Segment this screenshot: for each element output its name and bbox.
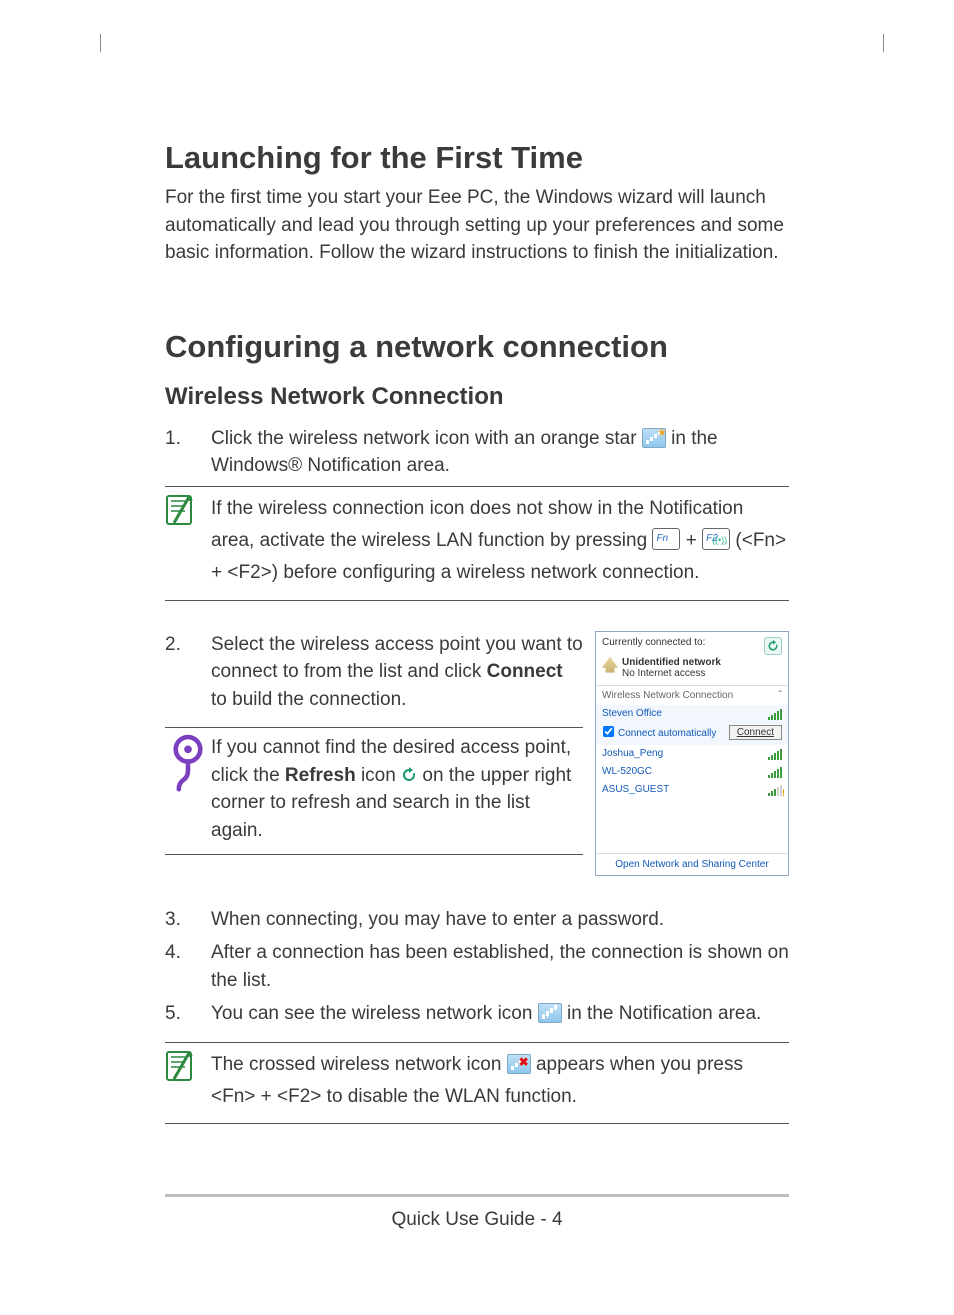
- connect-bold: Connect: [487, 661, 563, 682]
- refresh-bold: Refresh: [285, 765, 356, 786]
- heading-wireless: Wireless Network Connection: [165, 383, 789, 411]
- collapse-caret-icon: ˆ: [779, 690, 782, 701]
- note-icon: [165, 1049, 211, 1114]
- signal-icon: [768, 708, 782, 720]
- wireless-icon: [538, 1003, 562, 1023]
- note1-plus: +: [686, 530, 702, 551]
- heading-launching: Launching for the First Time: [165, 140, 789, 176]
- step5-b: in the Notification area.: [567, 1003, 761, 1024]
- footer-text: Quick Use Guide - 4: [391, 1209, 562, 1230]
- step5-a: You can see the wireless network icon: [211, 1003, 538, 1024]
- heading-configuring: Configuring a network connection: [165, 329, 789, 365]
- note-activate-wlan: If the wireless connection icon does not…: [165, 486, 789, 601]
- popup-currently-label: Currently connected to:: [602, 637, 705, 648]
- auto-connect-label[interactable]: Connect automatically: [602, 725, 716, 739]
- network-name: Steven Office: [602, 708, 662, 719]
- step-2: 2. Select the wireless access point you …: [165, 631, 583, 714]
- step-number: 5.: [165, 1000, 211, 1028]
- popup-unidentified: Unidentified network No Internet access: [596, 657, 788, 685]
- network-name: WL-520GC: [602, 766, 652, 777]
- intro-paragraph: For the first time you start your Eee PC…: [165, 184, 789, 267]
- f2-key-icon: ((•)): [702, 528, 730, 550]
- step-number: 4.: [165, 939, 211, 994]
- note2-a: The crossed wireless network icon: [211, 1054, 507, 1075]
- popup-section-header[interactable]: Wireless Network Connection ˆ: [596, 685, 788, 705]
- popup-refresh-button[interactable]: [764, 637, 782, 655]
- network-item-2[interactable]: Joshua_Peng: [596, 745, 788, 763]
- network-item-3[interactable]: WL-520GC: [596, 763, 788, 781]
- step-1: 1. Click the wireless network icon with …: [165, 425, 789, 480]
- step1-text-a: Click the wireless network icon with an …: [211, 428, 642, 449]
- unid-title: Unidentified network: [622, 657, 782, 668]
- step2-row: 2. Select the wireless access point you …: [165, 631, 789, 876]
- signal-warn-icon: [768, 784, 782, 796]
- network-name: ASUS_GUEST: [602, 784, 669, 795]
- section-label: Wireless Network Connection: [602, 690, 733, 701]
- network-item-4[interactable]: ASUS_GUEST: [596, 781, 788, 799]
- unid-sub: No Internet access: [622, 668, 705, 679]
- auto-connect-text: Connect automatically: [618, 728, 716, 739]
- note-icon: [165, 493, 211, 590]
- step-5: 5. You can see the wireless network icon…: [165, 1000, 789, 1028]
- fn-key-icon: [652, 528, 680, 550]
- tip-b: icon: [356, 765, 401, 786]
- auto-connect-checkbox[interactable]: [603, 726, 614, 737]
- note-text: If the wireless connection icon does not…: [211, 493, 789, 590]
- popup-footer-link[interactable]: Open Network and Sharing Center: [596, 853, 788, 875]
- step-number: 2.: [165, 631, 211, 714]
- step-3: 3. When connecting, you may have to ente…: [165, 906, 789, 934]
- step-text: You can see the wireless network icon in…: [211, 1000, 789, 1028]
- signal-icon: [768, 748, 782, 760]
- step-4: 4. After a connection has been establish…: [165, 939, 789, 994]
- note-text: The crossed wireless network icon appear…: [211, 1049, 789, 1114]
- refresh-icon: [401, 764, 417, 780]
- popup-spacer: [596, 799, 788, 853]
- network-item-1[interactable]: Steven Office: [596, 705, 788, 723]
- wireless-crossed-icon: [507, 1054, 531, 1074]
- page-footer: Quick Use Guide - 4: [165, 1194, 789, 1231]
- note-crossed-icon: The crossed wireless network icon appear…: [165, 1042, 789, 1125]
- auto-connect-row: Connect automatically Connect: [596, 723, 788, 745]
- tip-text: If you cannot find the desired access po…: [211, 734, 583, 844]
- tip-refresh: If you cannot find the desired access po…: [165, 727, 583, 855]
- page-body: Launching for the First Time For the fir…: [0, 0, 954, 1231]
- step-text: After a connection has been established,…: [211, 939, 789, 994]
- wireless-star-icon: [642, 428, 666, 448]
- step-text: When connecting, you may have to enter a…: [211, 906, 789, 934]
- signal-icon: [768, 766, 782, 778]
- step-number: 1.: [165, 425, 211, 480]
- step2-after: to build the connection.: [211, 689, 406, 710]
- network-name: Joshua_Peng: [602, 748, 663, 759]
- step-text: Click the wireless network icon with an …: [211, 425, 789, 480]
- network-popup: Currently connected to: Unidentified net…: [595, 631, 789, 876]
- step-number: 3.: [165, 906, 211, 934]
- step-text: Select the wireless access point you wan…: [211, 631, 583, 714]
- connect-button[interactable]: Connect: [729, 725, 782, 740]
- tip-icon: [165, 734, 211, 844]
